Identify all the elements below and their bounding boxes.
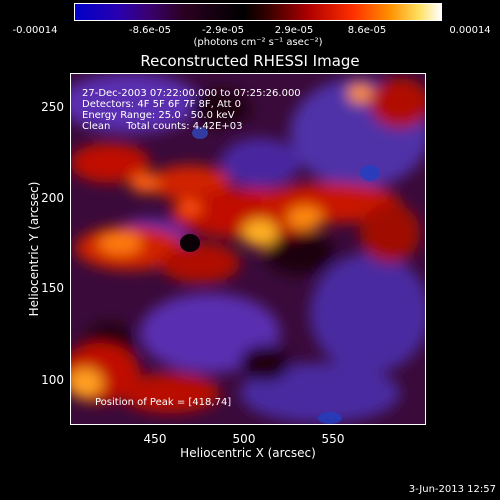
x-tick-label: 450 (143, 432, 167, 446)
colorbar-tick-label: 0.00014 (449, 25, 491, 36)
y-tick-label: 200 (41, 191, 64, 205)
energy-range-text: Energy Range: 25.0 - 50.0 keV (82, 110, 235, 121)
x-tick-label: 550 (321, 432, 345, 446)
colorbar (74, 3, 442, 21)
colorbar-tick-label: 8.6e-05 (347, 25, 387, 36)
y-tick-label: 250 (41, 100, 64, 114)
peak-position-text: Position of Peak = [418,74] (95, 397, 232, 408)
y-tick-label: 100 (41, 373, 64, 387)
image-title: Reconstructed RHESSI Image (140, 52, 360, 70)
y-axis-label: Heliocentric Y (arcsec) (27, 181, 41, 317)
footer-date: 3-Jun-2013 12:57 (408, 484, 496, 495)
detectors-text: Detectors: 4F 5F 6F 7F 8F, Att 0 (82, 99, 242, 110)
time-range-text: 27-Dec-2003 07:22:00.000 to 07:25:26.000 (82, 88, 301, 99)
colorbar-tick-label: -2.9e-05 (202, 25, 244, 36)
colorbar-tick-label: 2.9e-05 (274, 25, 314, 36)
x-axis-label: Heliocentric X (arcsec) (180, 446, 316, 460)
y-tick-label: 150 (41, 281, 64, 295)
rhessi-image[interactable] (70, 73, 426, 425)
clean-counts-text: Clean Total counts: 4.42E+03 (82, 121, 243, 132)
colorbar-unit-label: (photons cm⁻² s⁻¹ asec⁻²) (193, 37, 323, 48)
rhessi-image-map (70, 73, 426, 425)
colorbar-tick-label: -0.00014 (12, 25, 58, 36)
colorbar-tick-label: -8.6e-05 (129, 25, 171, 36)
plot-frame (70, 73, 426, 425)
x-tick-label: 500 (232, 432, 256, 446)
